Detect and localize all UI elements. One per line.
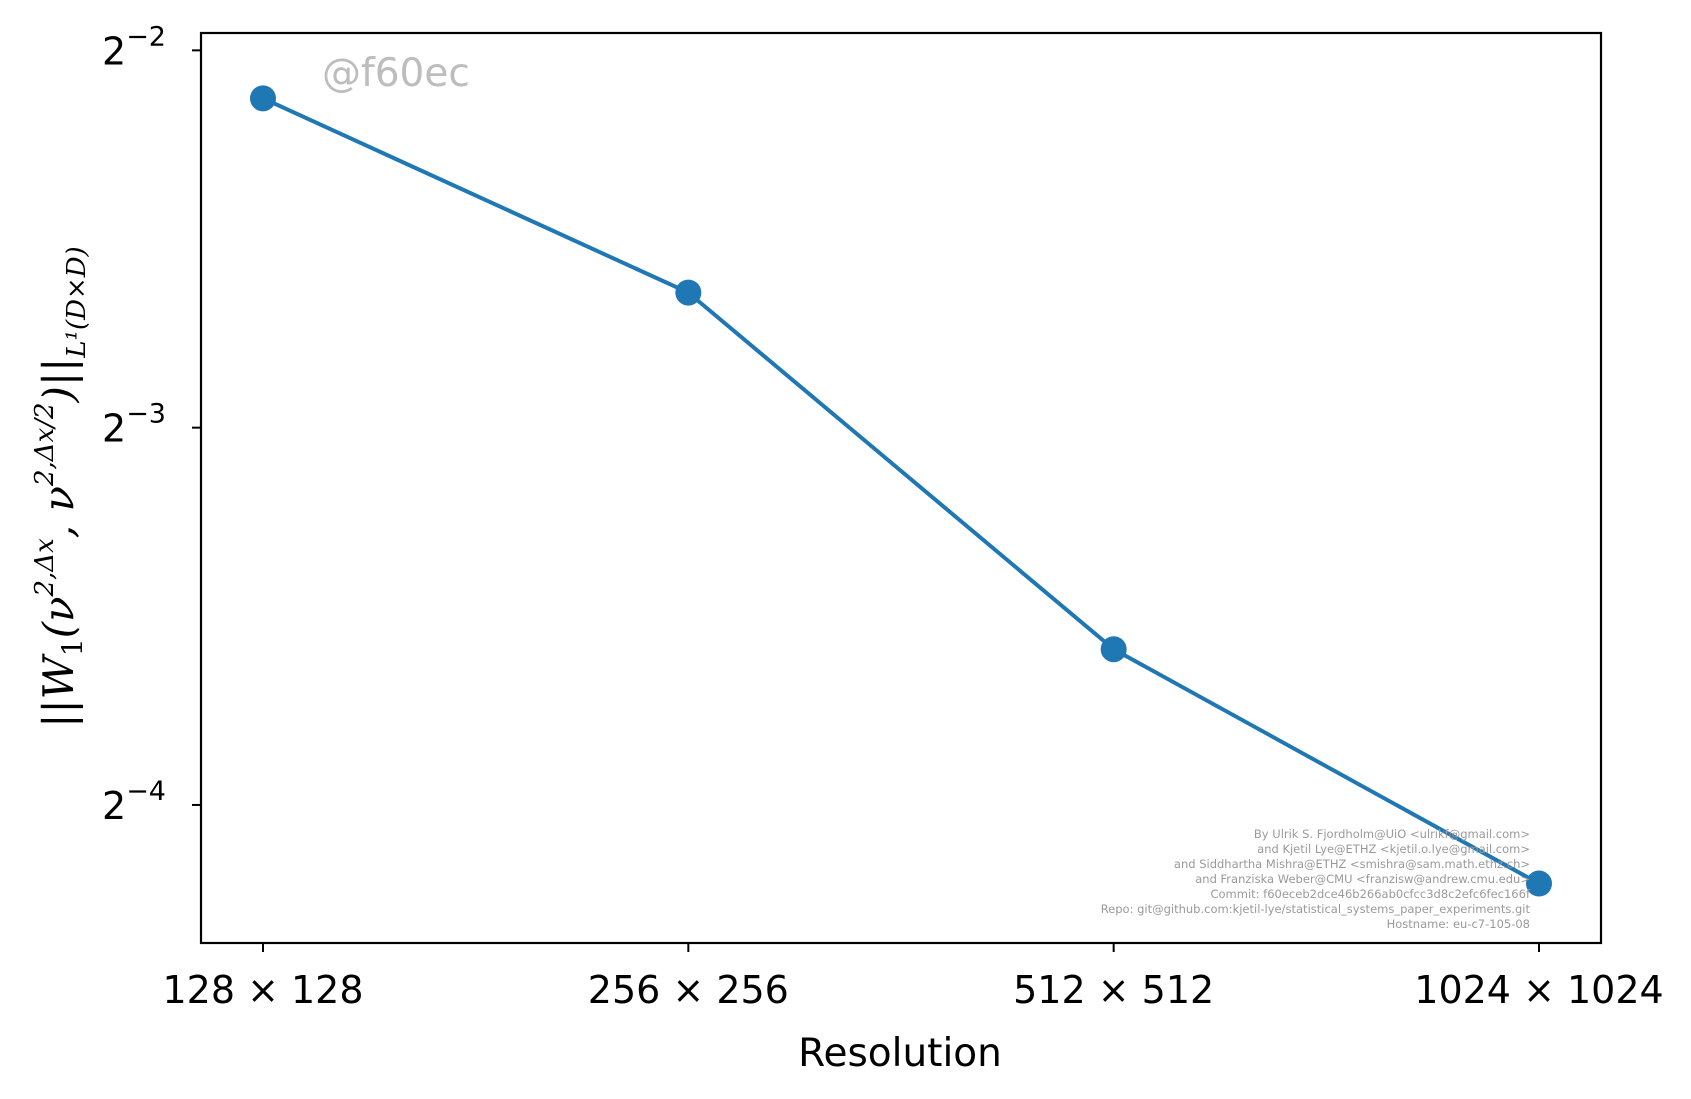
y-tick-labels: 2−2 2−3 2−4 — [102, 21, 166, 828]
x-tick-label: 256 × 256 — [588, 968, 789, 1012]
data-point — [250, 85, 276, 112]
credit-line: Commit: f60eceb2dce46b266ab0cfcc3d8c2efc… — [1210, 887, 1530, 901]
svg-text:||W1(ν2,Δx, ν2,Δx/2)||L¹(D×D): ||W1(ν2,Δx, ν2,Δx/2)||L¹(D×D) — [30, 246, 92, 727]
series-line — [262, 96, 1540, 886]
credits-block: By Ulrik S. Fjordholm@UiO <ulrikf@gmail.… — [1101, 827, 1531, 931]
y-title-w-sub: 1 — [56, 638, 89, 656]
watermark: @f60ec — [322, 51, 470, 96]
x-tick-labels: 128 × 128 256 × 256 512 × 512 1024 × 1024 — [162, 968, 1663, 1012]
y-title-sup1: 2,Δx — [30, 538, 60, 598]
credit-line: and Siddhartha Mishra@ETHZ <smishra@sam.… — [1174, 857, 1530, 871]
y-tick-label: 2−2 — [102, 21, 166, 73]
data-point — [1100, 636, 1127, 663]
credit-line: Repo: git@github.com:kjetil-lye/statisti… — [1101, 902, 1531, 916]
plot-layer — [192, 31, 1603, 952]
credit-line: By Ulrik S. Fjordholm@UiO <ulrikf@gmail.… — [1254, 827, 1530, 841]
plot-frame — [199, 31, 1603, 945]
data-point — [675, 279, 702, 306]
y-title-close: )|| — [34, 358, 83, 404]
y-title-main: ||W — [34, 652, 83, 727]
y-tick-label: 2−4 — [102, 776, 166, 828]
y-title-mid: , ν — [34, 486, 83, 538]
credit-line: Hostname: eu-c7-105-08 — [1387, 917, 1530, 931]
x-tick-label: 128 × 128 — [162, 968, 363, 1012]
y-title-open: (ν — [34, 596, 83, 638]
x-tick-label: 1024 × 1024 — [1414, 968, 1663, 1012]
x-axis-title: Resolution — [798, 1031, 1002, 1076]
credit-line: and Kjetil Lye@ETHZ <kjetil.o.lye@gmail.… — [1257, 842, 1530, 856]
y-tick-label: 2−3 — [102, 399, 166, 451]
series-layer — [250, 85, 1552, 897]
credit-line: and Franziska Weber@CMU <franzisw@andrew… — [1195, 872, 1530, 886]
y-title-norm-sub: L¹(D×D) — [62, 246, 92, 358]
y-axis-title: ||W1(ν2,Δx, ν2,Δx/2)||L¹(D×D) — [30, 246, 92, 727]
y-title-sup2: 2,Δx/2 — [30, 402, 60, 487]
x-tick-label: 512 × 512 — [1013, 968, 1214, 1012]
data-point — [1526, 870, 1552, 897]
